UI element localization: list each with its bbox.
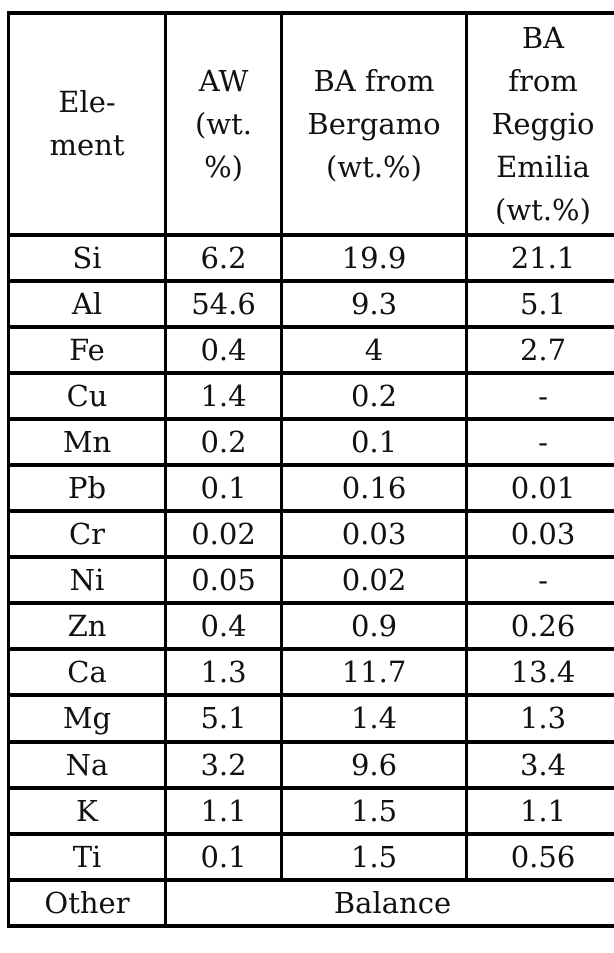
cell-aw: 1.3 — [164, 647, 283, 698]
cell-reggio: - — [465, 555, 614, 606]
table-row-cu: Cu 1.4 0.2 - — [7, 371, 614, 422]
cell-bergamo: 0.1 — [280, 417, 468, 468]
cell-element: Na — [7, 739, 167, 790]
table-row-ca: Ca 1.3 11.7 13.4 — [7, 647, 614, 698]
header-ba-bergamo: BA from Bergamo (wt.%) — [280, 11, 468, 237]
cell-aw: 54.6 — [164, 279, 283, 330]
table-row-ni: Ni 0.05 0.02 - — [7, 555, 614, 606]
cell-reggio: - — [465, 417, 614, 468]
table-row-ti: Ti 0.1 1.5 0.56 — [7, 831, 614, 882]
cell-reggio: 5.1 — [465, 279, 614, 330]
cell-bergamo: 0.9 — [280, 601, 468, 652]
table-row-other: Other Balance — [7, 877, 614, 928]
cell-bergamo: 0.2 — [280, 371, 468, 422]
table-row-fe: Fe 0.4 4 2.7 — [7, 325, 614, 376]
composition-table-container: Ele- ment AW (wt. %) BA from Bergamo (wt… — [7, 11, 614, 928]
table-row-si: Si 6.2 19.9 21.1 — [7, 232, 614, 284]
cell-reggio: 0.56 — [465, 831, 614, 882]
cell-bergamo: 0.03 — [280, 509, 468, 560]
cell-aw: 0.05 — [164, 555, 283, 606]
cell-element: Ca — [7, 647, 167, 698]
cell-aw: 0.1 — [164, 463, 283, 514]
cell-aw: 0.4 — [164, 601, 283, 652]
header-aw: AW (wt. %) — [164, 11, 283, 237]
cell-bergamo: 4 — [280, 325, 468, 376]
cell-reggio: 0.01 — [465, 463, 614, 514]
cell-reggio: - — [465, 371, 614, 422]
cell-element: Cr — [7, 509, 167, 560]
table-row-mg: Mg 5.1 1.4 1.3 — [7, 693, 614, 744]
header-ba-reggio: BA from Reggio Emilia (wt.%) — [465, 11, 614, 237]
cell-reggio: 0.03 — [465, 509, 614, 560]
cell-aw: 5.1 — [164, 693, 283, 744]
cell-bergamo: 9.3 — [280, 279, 468, 330]
cell-aw: 3.2 — [164, 739, 283, 790]
table-row-cr: Cr 0.02 0.03 0.03 — [7, 509, 614, 560]
table-row-na: Na 3.2 9.6 3.4 — [7, 739, 614, 790]
cell-bergamo: 11.7 — [280, 647, 468, 698]
table-body: Si 6.2 19.9 21.1 Al 54.6 9.3 5.1 Fe 0.4 … — [7, 232, 614, 928]
cell-element: Ti — [7, 831, 167, 882]
cell-reggio: 1.3 — [465, 693, 614, 744]
cell-bergamo: 1.5 — [280, 831, 468, 882]
cell-reggio: 2.7 — [465, 325, 614, 376]
cell-aw: 1.4 — [164, 371, 283, 422]
elemental-composition-table: Ele- ment AW (wt. %) BA from Bergamo (wt… — [7, 11, 614, 928]
table-row-al: Al 54.6 9.3 5.1 — [7, 279, 614, 330]
table-row-zn: Zn 0.4 0.9 0.26 — [7, 601, 614, 652]
cell-element: Ni — [7, 555, 167, 606]
cell-reggio: 13.4 — [465, 647, 614, 698]
table-row-k: K 1.1 1.5 1.1 — [7, 785, 614, 836]
cell-element: Zn — [7, 601, 167, 652]
cell-element: Pb — [7, 463, 167, 514]
header-element: Ele- ment — [7, 11, 167, 237]
cell-bergamo: 0.02 — [280, 555, 468, 606]
cell-element: K — [7, 785, 167, 836]
cell-element: Fe — [7, 325, 167, 376]
cell-reggio: 1.1 — [465, 785, 614, 836]
cell-aw: 0.02 — [164, 509, 283, 560]
cell-aw: 1.1 — [164, 785, 283, 836]
cell-aw: 6.2 — [164, 232, 283, 284]
cell-element: Al — [7, 279, 167, 330]
table-header: Ele- ment AW (wt. %) BA from Bergamo (wt… — [7, 11, 614, 237]
cell-bergamo: 19.9 — [280, 232, 468, 284]
cell-aw: 0.2 — [164, 417, 283, 468]
header-row: Ele- ment AW (wt. %) BA from Bergamo (wt… — [7, 11, 614, 237]
cell-bergamo: 9.6 — [280, 739, 468, 790]
cell-reggio: 0.26 — [465, 601, 614, 652]
cell-element: Si — [7, 232, 167, 284]
cell-element: Mn — [7, 417, 167, 468]
cell-element: Cu — [7, 371, 167, 422]
cell-bergamo: 0.16 — [280, 463, 468, 514]
table-row-pb: Pb 0.1 0.16 0.01 — [7, 463, 614, 514]
cell-balance: Balance — [164, 877, 614, 928]
cell-reggio: 21.1 — [465, 232, 614, 284]
cell-element: Other — [7, 877, 167, 928]
cell-element: Mg — [7, 693, 167, 744]
table-row-mn: Mn 0.2 0.1 - — [7, 417, 614, 468]
cell-bergamo: 1.4 — [280, 693, 468, 744]
cell-reggio: 3.4 — [465, 739, 614, 790]
cell-aw: 0.1 — [164, 831, 283, 882]
cell-aw: 0.4 — [164, 325, 283, 376]
cell-bergamo: 1.5 — [280, 785, 468, 836]
